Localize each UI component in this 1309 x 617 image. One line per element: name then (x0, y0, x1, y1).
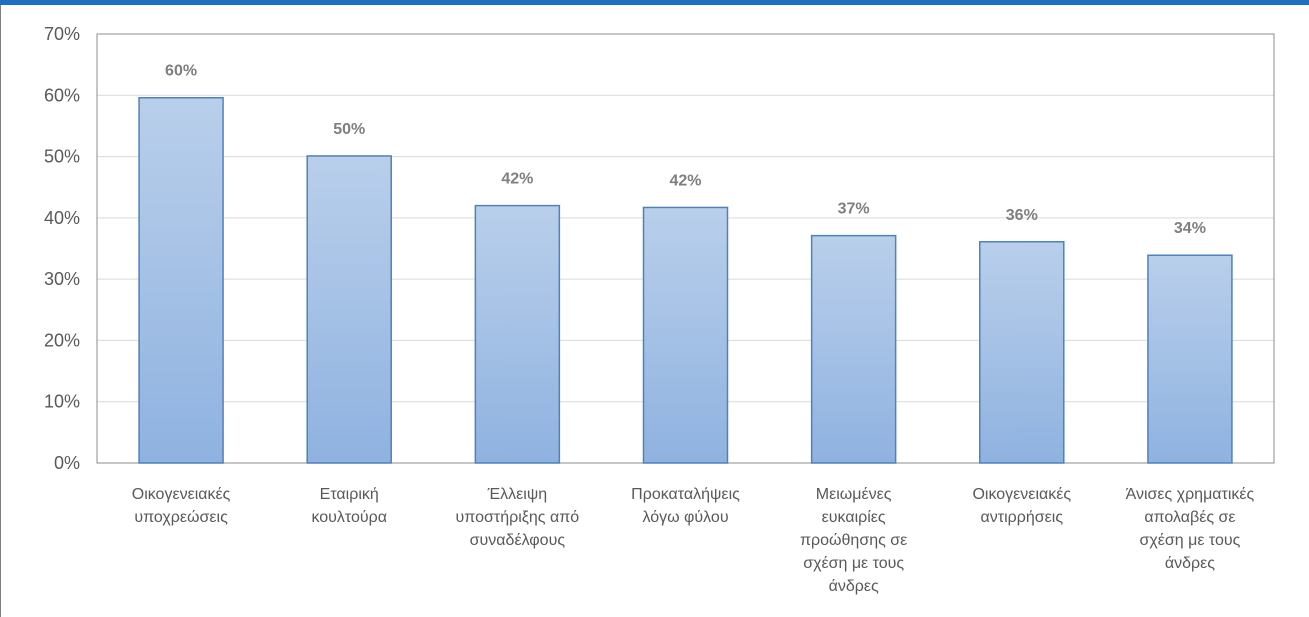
data-label: 36% (1006, 207, 1038, 224)
category-label-line: ευκαιρίες (822, 509, 886, 526)
category-label: Άνισες χρηματικές απολαβές σε σχέση με του… (1126, 486, 1255, 572)
category-label-line: συναδέλφους (470, 532, 566, 549)
data-label: 37% (838, 201, 870, 218)
y-tick-label: 40% (44, 208, 80, 228)
category-label-line: Άνισες χρηματικές (1126, 486, 1255, 503)
category-label-line: Οικογενειακές (132, 486, 231, 503)
category-label-line: λόγω φύλου (642, 509, 728, 526)
y-tick-label: 60% (44, 85, 80, 105)
category-label-line: άνδρες (829, 578, 879, 595)
category-label-line: προώθησης σε (800, 532, 907, 549)
category-label-line: Μειωμένες (816, 486, 892, 503)
y-tick-label: 10% (44, 392, 80, 412)
bar (810, 234, 897, 464)
category-label-line: κουλτούρα (311, 509, 387, 526)
category-label-line: Προκαταλήψεις (631, 486, 740, 503)
header-strip (0, 0, 1309, 5)
x-axis-categories: Οικογενειακές υποχρεώσεις Εταιρική κουλτούρ… (132, 486, 1255, 595)
bar (306, 155, 392, 464)
category-label-line: υποχρεώσεις (134, 509, 228, 526)
y-tick-label: 50% (44, 147, 80, 167)
category-label: Εταιρική κουλτούρα (311, 486, 387, 526)
category-label: Οικογενειακές αντιρρήσεις (972, 486, 1071, 526)
category-label-line: υποστήριξης από (456, 509, 580, 526)
data-label: 34% (1174, 220, 1206, 237)
y-tick-label: 0% (54, 453, 80, 473)
data-label: 60% (165, 63, 197, 80)
data-label: 42% (501, 171, 533, 188)
category-label-line: Εταιρική (320, 486, 379, 503)
category-label-line: σχέση με τους (803, 555, 904, 572)
y-tick-label: 30% (44, 269, 80, 289)
bar (1147, 254, 1233, 464)
data-labels: 60% 50% 42% 42% 37% 36% 34% (165, 63, 1206, 238)
y-tick-label: 70% (44, 24, 80, 44)
category-label: Οικογενειακές υποχρεώσεις (132, 486, 231, 526)
bar (474, 204, 561, 464)
bar (979, 241, 1065, 464)
category-label-line: αντιρρήσεις (981, 509, 1064, 526)
category-label-line: Έλλειψη (487, 486, 548, 503)
category-label-line: Οικογενειακές (972, 486, 1071, 503)
y-axis-ticks: 0% 10% 20% 30% 40% 50% 60% 70% (44, 24, 80, 473)
bars (138, 96, 1233, 464)
category-label: Μειωμένες ευκαιρίες προώθησης σε σχέση με τ… (800, 486, 907, 595)
bar (138, 96, 224, 464)
y-tick-label: 20% (44, 330, 80, 350)
data-label: 42% (669, 172, 701, 189)
category-label-line: απολαβές σε (1144, 509, 1235, 526)
data-label: 50% (333, 121, 365, 138)
category-label-line: άνδρες (1165, 555, 1215, 572)
category-label: Έλλειψη υποστήριξης από συναδέλφους (456, 486, 580, 549)
bar (642, 206, 729, 464)
category-label: Προκαταλήψεις λόγω φύλου (631, 486, 740, 526)
category-label-line: σχέση με τους (1139, 532, 1240, 549)
left-border (0, 5, 1, 617)
